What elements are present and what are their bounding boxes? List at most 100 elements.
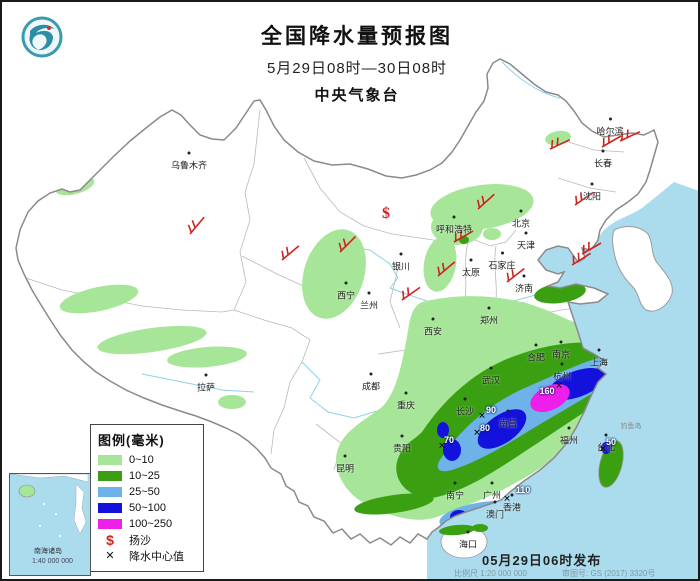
- precip-center-mark: ✕: [478, 410, 486, 421]
- wind-barb-icon: [574, 191, 594, 206]
- city-label: 沈阳: [583, 182, 601, 203]
- legend-swatch: [98, 470, 122, 481]
- legend-title: 图例(毫米): [98, 433, 165, 448]
- city-dot: [400, 434, 404, 438]
- island-label: 钓鱼岛: [620, 423, 642, 430]
- wind-barb-icon: [453, 229, 474, 243]
- city-label: 成都: [362, 372, 380, 393]
- city-label: 济南: [515, 274, 533, 295]
- city-label: 银川: [392, 252, 410, 273]
- precip-center-icon: ✕: [105, 550, 115, 562]
- city-dot: [522, 274, 526, 278]
- inset-luzon: [73, 483, 87, 535]
- precip-center-mark: ✕: [438, 440, 446, 451]
- city-dot: [187, 151, 191, 155]
- precip-center-value: 50: [605, 437, 617, 447]
- precip-center-value: 80: [479, 423, 491, 433]
- city-label: 福州: [560, 426, 578, 447]
- city-dot: [204, 373, 208, 377]
- city-dot: [469, 258, 473, 262]
- wind-barb-icon: [506, 267, 525, 283]
- sand-icon: $: [106, 531, 114, 548]
- city-label: 拉萨: [197, 373, 215, 394]
- city-label: 昆明: [336, 454, 354, 475]
- city-label: 武汉: [482, 366, 500, 387]
- city-dot: [367, 291, 371, 295]
- city-dot: [404, 391, 408, 395]
- city-dot: [493, 500, 497, 504]
- cma-logo: [20, 15, 64, 59]
- precip-center-value: 110: [515, 485, 531, 495]
- city-label: 西安: [424, 317, 442, 338]
- sand-label: 扬沙: [129, 534, 151, 547]
- wind-barb-icon: [187, 216, 205, 235]
- inset-hainan: [18, 484, 36, 498]
- hainan-island: [439, 524, 488, 559]
- wind-barb-icon: [581, 241, 602, 255]
- approval-number: 审图号: GS (2017) 3320号: [562, 569, 656, 578]
- city-dot: [431, 317, 435, 321]
- legend-range-label: 100~250: [129, 517, 173, 530]
- city-dot: [452, 215, 456, 219]
- inset-coast: [10, 474, 88, 483]
- city-dot: [534, 343, 538, 347]
- legend-item: 10~25: [98, 469, 196, 482]
- city-dot: [604, 433, 608, 437]
- city-label: 南昌: [499, 409, 517, 430]
- legend: 图例(毫米) 0~10 10~25 25~50 50~100 100~250 $ 扬沙 …: [90, 424, 204, 572]
- city-dot: [567, 426, 571, 430]
- city-label: 南宁: [446, 481, 464, 502]
- city-label: 郑州: [480, 306, 498, 327]
- precip-center-mark: ✕: [473, 427, 481, 438]
- release-time: 05月29日06时发布: [482, 553, 602, 568]
- city-label: 乌鲁木齐: [171, 151, 207, 172]
- city-label: 哈尔滨: [596, 117, 624, 138]
- wind-barb-icon: [476, 193, 495, 210]
- legend-swatch: [98, 486, 122, 497]
- city-dot: [453, 481, 457, 485]
- legend-range-label: 50~100: [129, 501, 167, 514]
- city-label: 西宁: [337, 281, 355, 302]
- legend-item: 100~250: [98, 517, 196, 530]
- city-dot: [500, 251, 504, 255]
- city-label: 贵阳: [393, 434, 411, 455]
- wind-barb-icon: [437, 261, 456, 277]
- south-china-sea-inset: 南海诸岛 1:40 000 000: [9, 473, 91, 576]
- legend-center-row: ✕ 降水中心值: [98, 549, 196, 563]
- city-dot: [590, 182, 594, 186]
- city-dot: [466, 530, 470, 534]
- city-dot: [489, 366, 493, 370]
- legend-item: 50~100: [98, 501, 196, 514]
- city-label: 北京: [512, 209, 530, 230]
- city-dot: [601, 149, 605, 153]
- legend-item: 0~10: [98, 453, 196, 466]
- wind-barb-icon: [549, 137, 571, 150]
- city-label: 长春: [594, 149, 612, 170]
- legend-sand-row: $ 扬沙: [98, 531, 196, 548]
- city-dot: [463, 397, 467, 401]
- map-valid-period: 5月29日08时—30日08时: [266, 60, 448, 77]
- precip-center-mark: ✕: [599, 443, 607, 454]
- city-dot: [608, 117, 612, 121]
- inset-label: 南海诸岛: [34, 548, 62, 555]
- map-scale: 比例尺 1:20 000 000: [454, 569, 527, 578]
- precip-center-value: 70: [443, 435, 455, 445]
- city-dot: [510, 493, 514, 497]
- city-dot: [344, 281, 348, 285]
- agency-name: 中央气象台: [314, 87, 400, 104]
- city-label: 广州: [483, 481, 501, 502]
- legend-item: 25~50: [98, 485, 196, 498]
- korea-peninsula: [612, 226, 673, 312]
- legend-swatch: [98, 502, 122, 513]
- taiwan-island: [598, 440, 624, 488]
- precip-center-mark: ✕: [503, 493, 511, 504]
- legend-range-label: 10~25: [129, 469, 160, 482]
- city-label: 太原: [462, 258, 480, 279]
- city-dot: [487, 306, 491, 310]
- city-label: 香港: [503, 493, 521, 514]
- city-dot: [343, 454, 347, 458]
- city-label: 天津: [517, 231, 535, 252]
